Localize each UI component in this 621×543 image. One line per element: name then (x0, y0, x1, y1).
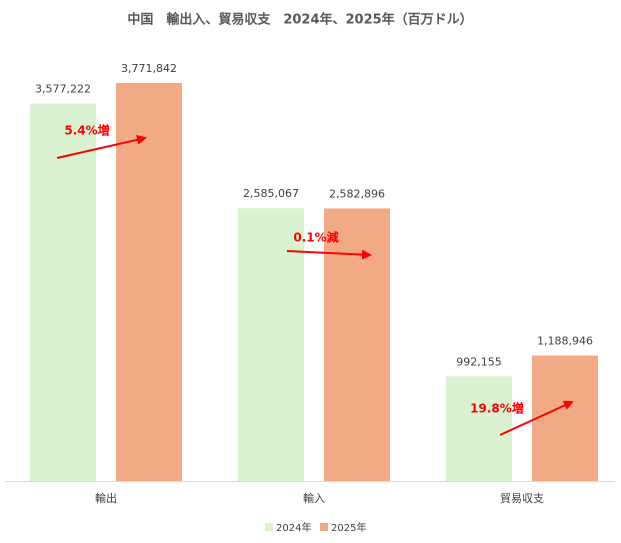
bar (238, 208, 304, 482)
data-label: 1,188,946 (537, 335, 593, 348)
legend-swatch (265, 523, 273, 531)
annotation: 5.4%増 (64, 123, 109, 138)
annotation: 0.1%減 (293, 230, 338, 245)
x-tick-label: 輸出 (95, 491, 117, 505)
legend-label: 2025年 (331, 521, 366, 534)
legend-label: 2024年 (276, 521, 311, 534)
x-tick-label: 輸入 (303, 491, 325, 505)
arrow (499, 400, 574, 436)
chart-title: 中国 輸出入、貿易収支 2024年、2025年（百万ドル） (127, 12, 472, 28)
arrow (286, 249, 372, 260)
legend-swatch (320, 523, 328, 531)
arrow (56, 134, 147, 159)
bar (116, 83, 182, 481)
annotation: 19.8%増 (470, 401, 524, 416)
x-tick-label: 貿易収支 (500, 492, 544, 505)
data-label: 992,155 (456, 355, 502, 368)
bar (30, 103, 96, 481)
data-label: 2,582,896 (329, 187, 385, 200)
data-label: 2,585,067 (243, 187, 299, 200)
data-label: 3,771,842 (121, 62, 177, 75)
data-label: 3,577,222 (35, 83, 91, 96)
bar (446, 376, 512, 481)
bar (532, 355, 598, 481)
bar (324, 208, 390, 481)
